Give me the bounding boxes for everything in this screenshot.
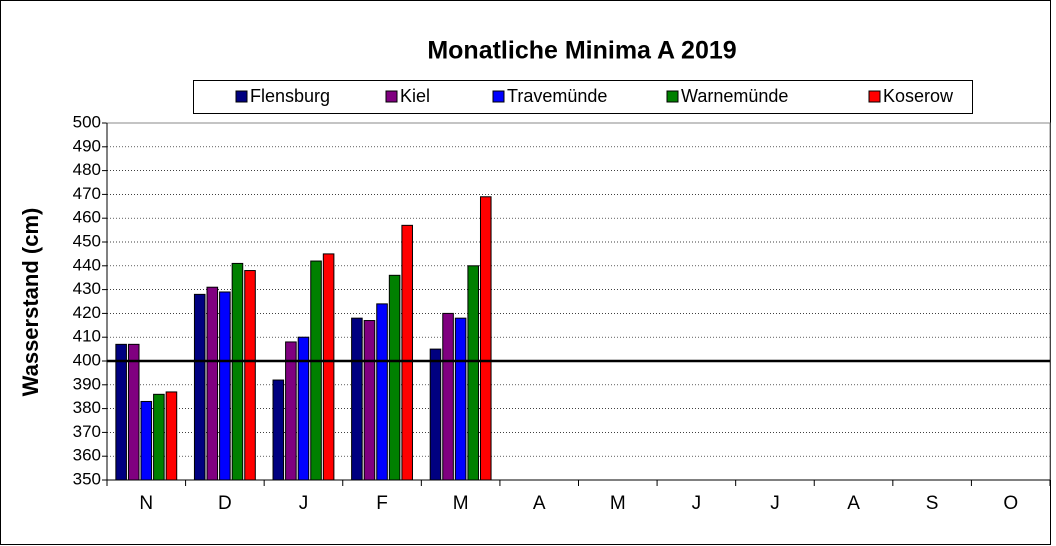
- x-tick-label: J: [299, 493, 309, 514]
- bar: [140, 400, 153, 481]
- bar: [351, 317, 363, 481]
- bar: [153, 393, 165, 481]
- bar: [429, 348, 442, 481]
- y-tick-label: 480: [73, 160, 101, 179]
- y-tick-label: 380: [73, 398, 101, 417]
- x-tick-label: N: [139, 493, 153, 514]
- bar: [127, 343, 140, 481]
- bar: [285, 341, 297, 481]
- x-tick-label: F: [376, 493, 388, 514]
- y-tick-label: 360: [73, 446, 101, 465]
- bar: [115, 343, 127, 481]
- chart-title: Monatliche Minima A 2019: [427, 37, 736, 65]
- bar: [193, 293, 206, 481]
- bar: [206, 286, 219, 481]
- y-tick-label: 490: [73, 136, 101, 155]
- legend-label: Warnemünde: [681, 86, 788, 106]
- x-tick-label: D: [218, 493, 232, 514]
- y-tick-label: 420: [73, 303, 101, 322]
- y-tick-label: 470: [73, 184, 101, 203]
- x-tick-label: A: [533, 493, 546, 514]
- y-tick-label: 430: [73, 279, 101, 298]
- bar: [322, 253, 335, 481]
- bar: [479, 196, 492, 481]
- legend-label: Koserow: [883, 86, 954, 106]
- x-tick-label: M: [453, 493, 469, 514]
- legend-swatch: [492, 90, 505, 103]
- bar: [388, 274, 401, 481]
- x-tick-label: J: [770, 493, 780, 514]
- x-tick-label: O: [1003, 493, 1018, 514]
- bar: [376, 303, 388, 481]
- bar: [219, 291, 231, 481]
- legend-swatch: [385, 90, 398, 103]
- y-tick-label: 350: [73, 469, 101, 488]
- bar: [272, 379, 285, 481]
- x-tick-label: J: [692, 493, 702, 514]
- bar: [231, 262, 244, 481]
- x-tick-label: A: [847, 493, 860, 514]
- bar: [297, 336, 310, 481]
- y-tick-label: 500: [73, 112, 101, 131]
- bar: [310, 260, 322, 481]
- bar: [165, 391, 178, 481]
- y-tick-label: 460: [73, 208, 101, 227]
- bar: [467, 265, 479, 481]
- y-tick-label: 410: [73, 327, 101, 346]
- y-tick-label: 370: [73, 422, 101, 441]
- y-tick-label: 440: [73, 255, 101, 274]
- bar: [401, 224, 413, 481]
- bar: [363, 320, 376, 481]
- legend-label: Travemünde: [507, 86, 607, 106]
- bar: [454, 317, 467, 481]
- bar: [244, 270, 256, 481]
- y-axis-label: Wasserstand (cm): [18, 208, 43, 397]
- legend-box: [193, 80, 973, 114]
- legend-swatch: [868, 90, 881, 103]
- y-tick-label: 400: [73, 350, 101, 369]
- bar: [442, 312, 454, 481]
- legend-label: Flensburg: [250, 86, 330, 106]
- y-tick-label: 450: [73, 231, 101, 250]
- legend-swatch: [666, 90, 679, 103]
- legend-swatch: [235, 90, 248, 103]
- x-tick-label: M: [610, 493, 626, 514]
- y-tick-label: 390: [73, 374, 101, 393]
- legend-label: Kiel: [400, 86, 430, 106]
- x-tick-label: S: [926, 493, 939, 514]
